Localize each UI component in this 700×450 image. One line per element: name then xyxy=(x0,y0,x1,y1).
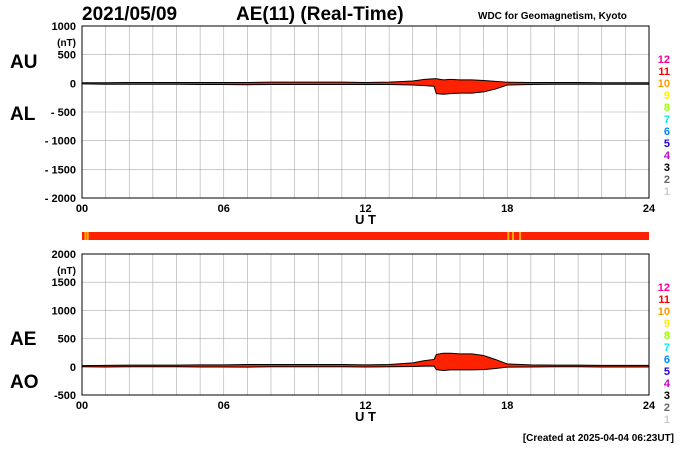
chart-date: 2021/05/09 xyxy=(82,4,178,25)
x-axis-label: U T xyxy=(355,409,376,424)
station-count-highlight xyxy=(507,232,510,240)
x-tick-label: 12 xyxy=(359,400,371,412)
y-tick-label: - 500 xyxy=(51,107,76,119)
station-scale-label: 6 xyxy=(664,126,670,138)
x-tick-label: 18 xyxy=(501,203,513,215)
station-count-highlight xyxy=(84,232,87,240)
series-line-al xyxy=(81,83,649,95)
x-tick-label: 18 xyxy=(501,400,513,412)
y-tick-label: 0 xyxy=(70,362,76,374)
station-count-highlight xyxy=(511,232,514,240)
x-tick-label: 24 xyxy=(643,400,656,412)
x-tick-label: 24 xyxy=(643,203,656,215)
station-scale-label: 7 xyxy=(664,342,670,354)
series-line-au xyxy=(82,78,649,84)
station-scale-label: 9 xyxy=(664,318,670,330)
y-unit-label: (nT) xyxy=(57,266,76,277)
station-scale-label: 8 xyxy=(664,330,670,342)
station-scale-label: 4 xyxy=(664,378,671,390)
station-scale-label: 3 xyxy=(664,390,670,402)
y-tick-label: 1000 xyxy=(52,305,76,317)
station-scale-label: 1 xyxy=(664,186,670,198)
station-scale-label: 5 xyxy=(664,366,670,378)
station-count-bar xyxy=(82,232,649,240)
station-scale-label: 12 xyxy=(658,54,670,66)
station-count-highlight xyxy=(86,232,89,240)
organization-label: WDC for Geomagnetism, Kyoto xyxy=(478,11,627,22)
y-tick-label: 1000 xyxy=(52,21,76,33)
station-scale-label: 3 xyxy=(664,162,670,174)
x-tick-label: 12 xyxy=(359,203,371,215)
filled-area xyxy=(82,353,649,371)
ao-label: AO xyxy=(10,372,39,393)
station-count-highlight xyxy=(519,232,522,240)
station-scale-label: 4 xyxy=(664,150,671,162)
station-scale-label: 9 xyxy=(664,90,670,102)
chart-title: AE(11) (Real-Time) xyxy=(236,4,404,25)
station-scale-label: 8 xyxy=(664,102,670,114)
station-scale-label: 10 xyxy=(658,306,670,318)
x-tick-label: 00 xyxy=(76,400,88,412)
y-tick-label: - 1000 xyxy=(45,136,76,148)
y-tick-label: 1500 xyxy=(52,277,76,289)
station-scale-label: 6 xyxy=(664,354,670,366)
y-tick-label: 0 xyxy=(70,78,76,90)
station-scale-label: 11 xyxy=(658,66,670,78)
y-tick-label: - 2000 xyxy=(45,193,76,205)
station-scale-label: 10 xyxy=(658,78,670,90)
x-axis-label: U T xyxy=(355,212,376,227)
x-tick-label: 00 xyxy=(76,203,88,215)
station-scale-label: 1 xyxy=(664,414,670,426)
station-scale-label: 7 xyxy=(664,114,670,126)
au-label: AU xyxy=(10,52,38,73)
ae-label: AE xyxy=(10,329,37,350)
station-scale-label: 11 xyxy=(658,294,670,306)
y-unit-label: (nT) xyxy=(57,38,76,49)
x-tick-label: 06 xyxy=(218,400,230,412)
station-scale-label: 5 xyxy=(664,138,670,150)
series-line-ae xyxy=(81,352,649,367)
y-tick-label: 500 xyxy=(58,50,76,62)
y-tick-label: 500 xyxy=(58,334,76,346)
station-scale-label: 2 xyxy=(664,174,670,186)
series-line-ao xyxy=(81,365,649,371)
y-tick-label: -500 xyxy=(54,390,76,402)
plot-frame xyxy=(81,25,650,199)
station-scale-label: 12 xyxy=(658,282,670,294)
plot-frame xyxy=(81,253,650,396)
x-tick-label: 06 xyxy=(218,203,230,215)
created-timestamp: [Created at 2025-04-04 06:23UT] xyxy=(522,433,674,444)
y-tick-label: - 1500 xyxy=(45,164,76,176)
al-label: AL xyxy=(10,104,36,125)
station-scale-label: 2 xyxy=(664,402,670,414)
y-tick-label: 2000 xyxy=(52,249,76,261)
